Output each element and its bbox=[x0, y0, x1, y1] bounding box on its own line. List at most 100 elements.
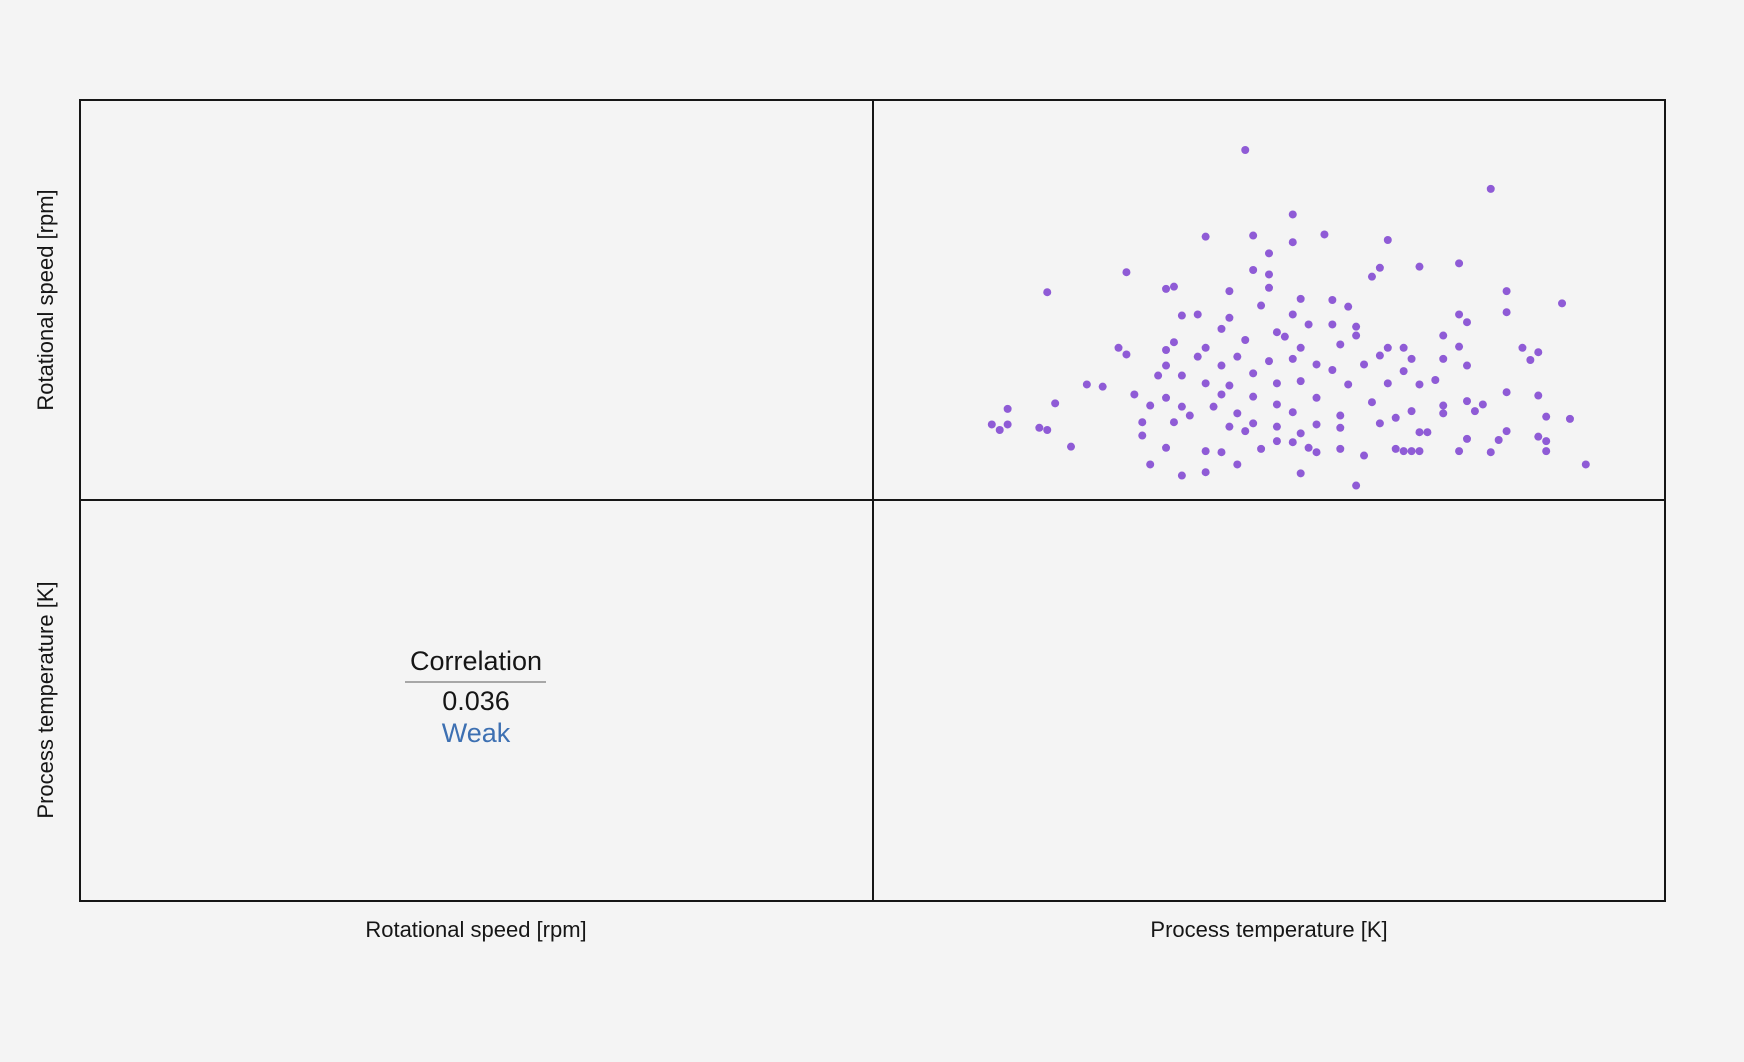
scatter-point bbox=[1383, 236, 1392, 244]
scatter-point bbox=[1185, 411, 1194, 420]
scatter-point bbox=[1272, 400, 1281, 409]
scatter-point bbox=[1542, 412, 1551, 421]
scatter-point bbox=[1169, 418, 1178, 427]
correlation-value: 0.036 bbox=[442, 686, 510, 716]
scatter-point bbox=[1439, 354, 1448, 363]
scatter-point bbox=[1122, 268, 1131, 277]
scatter-point bbox=[1352, 481, 1361, 490]
scatter-point bbox=[1296, 429, 1305, 438]
scatter-point bbox=[1130, 390, 1139, 399]
scatter-point bbox=[1051, 399, 1060, 408]
scatter-point bbox=[1486, 184, 1495, 193]
scatter-point bbox=[1478, 400, 1487, 409]
scatter-point bbox=[1162, 346, 1171, 354]
scatter-point bbox=[1162, 361, 1171, 370]
scatter-point bbox=[1328, 320, 1337, 329]
scatter-point bbox=[1502, 427, 1511, 436]
scatter-point bbox=[1439, 401, 1448, 410]
scatter-point bbox=[1162, 393, 1171, 402]
scatter-point bbox=[1003, 420, 1012, 429]
scatter-point bbox=[1241, 427, 1250, 436]
scatter-point bbox=[1391, 413, 1400, 422]
scatter-point bbox=[1217, 448, 1226, 457]
scatter-point bbox=[1534, 391, 1543, 400]
scatter-point bbox=[1455, 310, 1464, 319]
scatter-point bbox=[1201, 343, 1210, 352]
scatter-point bbox=[1328, 296, 1337, 304]
scatter-point bbox=[1375, 419, 1384, 428]
scatter-point bbox=[1375, 263, 1384, 272]
scatter-point bbox=[1288, 354, 1297, 363]
scatter-point bbox=[1154, 371, 1163, 380]
scatter-point bbox=[1233, 460, 1242, 469]
scatter-point bbox=[1502, 308, 1511, 317]
scatter-point bbox=[1439, 331, 1448, 340]
scatter-point bbox=[1177, 371, 1186, 380]
scatter-point bbox=[1225, 381, 1234, 390]
scatter-point bbox=[1344, 380, 1353, 389]
scatter-point bbox=[1193, 352, 1202, 361]
scatter-point bbox=[1265, 357, 1273, 366]
scatter-point bbox=[1146, 401, 1155, 410]
scatter-point bbox=[1502, 388, 1511, 397]
scatter-point bbox=[1043, 426, 1052, 434]
scatter-point bbox=[1415, 447, 1424, 456]
scatter-point bbox=[1304, 320, 1313, 329]
scatter-point bbox=[1296, 469, 1305, 478]
scatter-point bbox=[1201, 468, 1210, 477]
scatter-point bbox=[1415, 428, 1424, 437]
scatter-point bbox=[1272, 422, 1281, 431]
scatter-point bbox=[995, 426, 1004, 434]
scatter-point bbox=[1463, 434, 1471, 443]
scatter-point bbox=[1423, 428, 1432, 437]
scatter-point bbox=[1360, 360, 1369, 369]
scatter-point bbox=[1336, 444, 1345, 453]
correlation-label: Correlation bbox=[410, 646, 542, 676]
scatter-point bbox=[1233, 352, 1242, 361]
column-label: Process temperature [K] bbox=[1150, 917, 1387, 942]
scatter-point bbox=[987, 420, 996, 429]
scatter-point bbox=[1233, 409, 1242, 418]
scatter-point bbox=[1383, 379, 1392, 388]
scatter-point bbox=[1407, 447, 1416, 456]
scatter-point bbox=[1272, 379, 1281, 388]
scatter-point bbox=[1249, 392, 1258, 401]
scatter-point bbox=[1518, 343, 1527, 352]
scatter-point bbox=[1296, 294, 1305, 303]
scatter-point bbox=[1177, 311, 1186, 320]
scatter-point bbox=[1312, 448, 1321, 457]
scatter-point bbox=[1328, 366, 1337, 374]
row-label: Process temperature [K] bbox=[33, 581, 58, 818]
scatter-point bbox=[1455, 259, 1464, 268]
scatter-point bbox=[1193, 310, 1202, 319]
scatter-point bbox=[1542, 447, 1551, 456]
scatter-point bbox=[1177, 471, 1186, 480]
scatter-point bbox=[1399, 447, 1408, 456]
scatter-point bbox=[1265, 283, 1273, 292]
scatter-point bbox=[1225, 313, 1234, 322]
scatter-point bbox=[1288, 238, 1297, 247]
scatter-point bbox=[1367, 398, 1376, 407]
scatter-point bbox=[1312, 360, 1321, 369]
scatter-point bbox=[1407, 354, 1416, 363]
scatter-point bbox=[1217, 324, 1226, 333]
scatter-point bbox=[1352, 331, 1361, 340]
scatter-point bbox=[1320, 230, 1329, 239]
scatter-point bbox=[1280, 332, 1289, 341]
scatter-point bbox=[1312, 420, 1321, 429]
scatter-point bbox=[1249, 231, 1258, 240]
scatter-point bbox=[1241, 336, 1250, 344]
scatter-point bbox=[1304, 443, 1313, 452]
scatter-point bbox=[1209, 402, 1218, 411]
scatter-point bbox=[1336, 340, 1345, 349]
scatter-point bbox=[1272, 437, 1281, 446]
scatter-point bbox=[1288, 438, 1297, 447]
scatter-point bbox=[1249, 419, 1258, 428]
column-label: Rotational speed [rpm] bbox=[365, 917, 586, 942]
scatter-point bbox=[1431, 376, 1440, 384]
scatter-point bbox=[1502, 287, 1511, 296]
scatter-point bbox=[1455, 447, 1464, 456]
scatter-point bbox=[1399, 367, 1408, 376]
